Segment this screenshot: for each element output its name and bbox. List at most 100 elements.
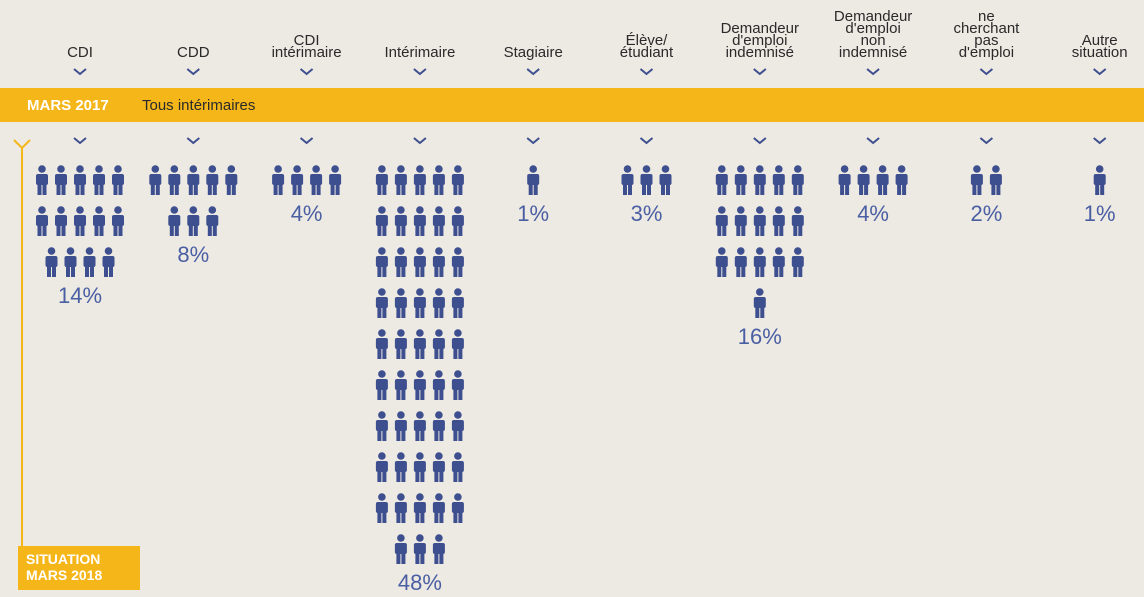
person-leg	[666, 184, 670, 195]
person-leg	[897, 184, 902, 195]
person-leg	[793, 184, 798, 195]
person-leg	[798, 184, 803, 195]
person-body	[451, 420, 464, 431]
person-head	[718, 247, 726, 255]
person-head	[189, 206, 198, 214]
pictogram	[272, 165, 342, 195]
person-leg	[883, 184, 888, 195]
person-leg	[382, 512, 387, 523]
person-body	[432, 215, 445, 226]
person-leg	[316, 184, 321, 195]
person-leg	[439, 307, 444, 318]
person-leg	[75, 184, 80, 195]
chevron	[866, 137, 880, 145]
person-leg	[774, 266, 779, 277]
person-body	[413, 297, 426, 308]
person-head	[454, 493, 462, 501]
person-leg	[90, 266, 94, 277]
person-leg	[401, 348, 406, 359]
person-body	[206, 174, 219, 185]
banner: MARS 2017 Tous intérimaires	[0, 88, 1144, 122]
person-leg	[1095, 184, 1100, 195]
person-leg	[453, 471, 458, 482]
person-head	[454, 452, 462, 460]
chevron	[186, 137, 200, 145]
person-leg	[864, 184, 869, 195]
person-leg	[377, 389, 382, 400]
person-leg	[661, 184, 665, 195]
value-label: 8%	[177, 242, 210, 267]
person-leg	[193, 184, 198, 195]
person-head	[95, 165, 103, 173]
person-head	[775, 165, 783, 173]
person-leg	[453, 266, 458, 277]
person-head	[435, 288, 443, 296]
person-body	[772, 256, 785, 267]
person-head	[95, 206, 103, 214]
person-leg	[736, 225, 741, 236]
chevron	[639, 137, 654, 145]
person-leg	[642, 184, 646, 195]
category-label: ne cherchant pas d'emploi	[953, 8, 1020, 61]
person-head	[454, 411, 462, 419]
person-leg	[75, 225, 80, 236]
person-leg	[118, 225, 123, 236]
person-head	[718, 165, 726, 173]
person-leg	[207, 225, 212, 236]
person-head	[189, 165, 198, 173]
person-leg	[439, 348, 444, 359]
person-leg	[174, 184, 179, 195]
person-body	[451, 174, 464, 185]
person-head	[38, 206, 46, 214]
person-body	[310, 174, 323, 185]
person-body	[451, 502, 464, 513]
person-body	[394, 461, 407, 472]
person-body	[394, 338, 407, 349]
value-label: 2%	[970, 201, 1003, 226]
person-leg	[458, 225, 463, 236]
person-leg	[902, 184, 907, 195]
value-label: 1%	[1083, 201, 1116, 226]
person-leg	[401, 512, 406, 523]
person-leg	[99, 225, 104, 236]
person-body	[970, 174, 983, 185]
person-leg	[396, 553, 401, 564]
person-body	[1093, 174, 1106, 185]
person-leg	[458, 184, 463, 195]
person-leg	[377, 430, 382, 441]
person-leg	[439, 184, 444, 195]
person-head	[878, 165, 887, 173]
person-head	[435, 165, 443, 173]
person-leg	[439, 471, 444, 482]
person-leg	[155, 184, 160, 195]
pictogram	[527, 165, 540, 195]
person-head	[378, 370, 386, 378]
person-leg	[169, 184, 174, 195]
person-head	[454, 370, 462, 378]
chevron	[186, 68, 200, 76]
person-head	[416, 288, 424, 296]
person-body	[55, 174, 67, 185]
person-leg	[401, 471, 406, 482]
person-body	[451, 215, 464, 226]
chevron	[413, 68, 427, 76]
person-body	[375, 338, 388, 349]
person-leg	[382, 389, 387, 400]
person-body	[772, 215, 785, 226]
chevron	[526, 68, 540, 76]
person-leg	[755, 225, 760, 236]
person-leg	[779, 225, 784, 236]
person-leg	[434, 430, 439, 441]
chevron	[1093, 68, 1107, 76]
person-body	[432, 338, 445, 349]
person-leg	[212, 225, 217, 236]
person-body	[432, 256, 445, 267]
person-body	[621, 174, 634, 185]
person-head	[435, 452, 443, 460]
person-head	[794, 247, 802, 255]
person-body	[772, 174, 785, 185]
person-leg	[278, 184, 283, 195]
person-leg	[722, 184, 727, 195]
person-head	[737, 206, 745, 214]
person-leg	[420, 307, 425, 318]
